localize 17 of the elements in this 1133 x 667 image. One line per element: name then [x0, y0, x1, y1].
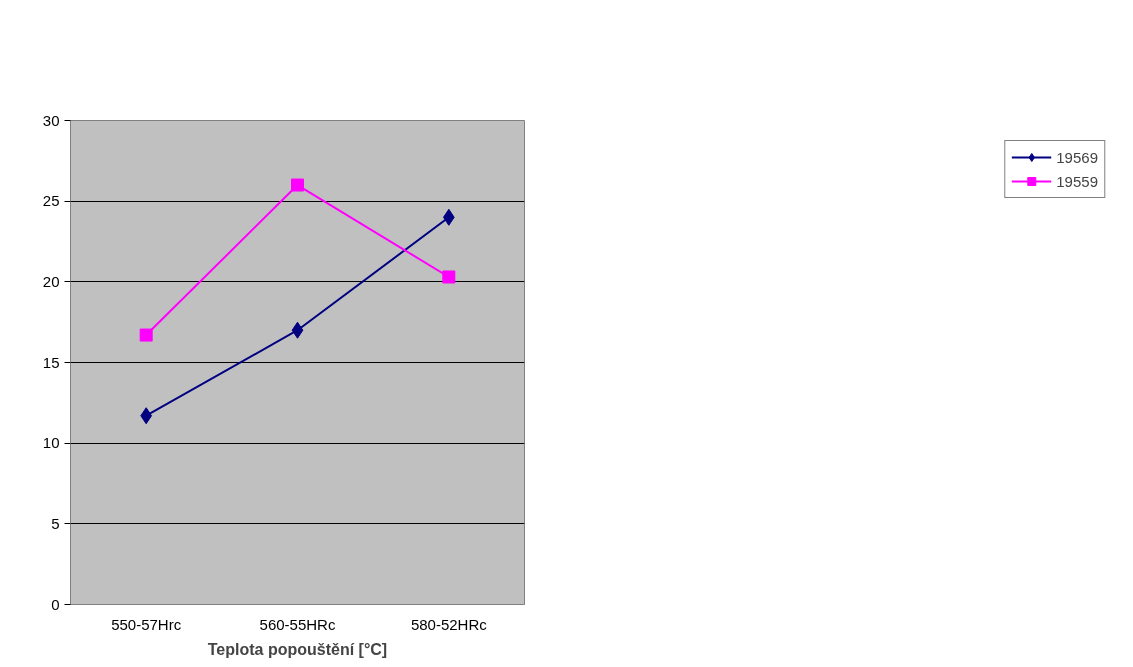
y-tick-label: 10 [42, 434, 60, 452]
point [442, 270, 456, 284]
point [139, 328, 153, 342]
x-axis-title: Teplota popouštění [°C] [207, 640, 388, 658]
y-tick-label: 25 [42, 192, 60, 210]
x-tick-label: 550-57Hrc [111, 615, 182, 633]
y-tick-label: 5 [51, 514, 60, 532]
legend-label: 19559 [1056, 172, 1098, 190]
x-tick-label: 560-55HRc [259, 615, 336, 633]
point [291, 178, 304, 192]
x-tick-label: 580-52HRc [410, 615, 488, 633]
y-tick-label: 30 [42, 111, 60, 129]
legend-label: 19569 [1056, 148, 1098, 166]
y-tick-label: 20 [42, 272, 60, 290]
y-tick-label: 0 [51, 595, 60, 613]
y-tick-label: 15 [42, 353, 60, 371]
point [291, 321, 304, 339]
